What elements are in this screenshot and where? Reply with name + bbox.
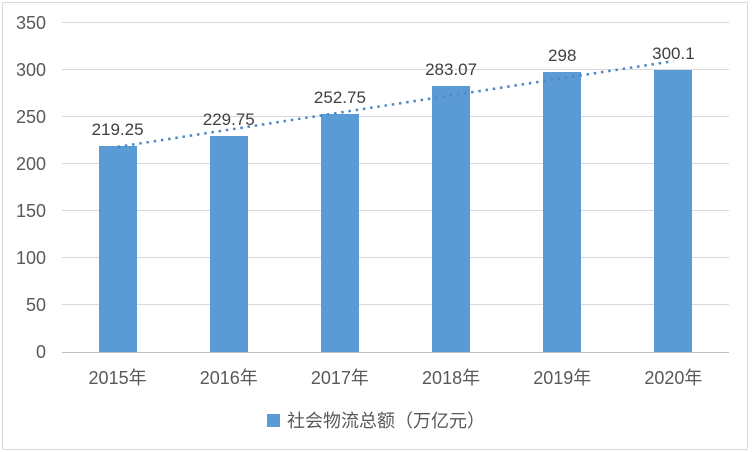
bar-value-label: 300.1 <box>652 43 695 63</box>
bar <box>543 71 582 352</box>
y-tick-label: 300 <box>15 60 46 80</box>
bar-value-label: 298 <box>548 45 577 65</box>
gridline <box>62 22 729 23</box>
trendline-layer <box>117 59 674 149</box>
gridline <box>62 257 729 258</box>
legend: 社会物流总额（万亿元） <box>0 407 752 433</box>
bar <box>654 69 693 352</box>
gridline <box>62 116 729 117</box>
gridline <box>62 69 729 70</box>
y-tick-label: 0 <box>35 342 46 362</box>
bar <box>320 114 359 352</box>
x-tick-label: 2020年 <box>644 368 703 388</box>
legend-swatch-icon <box>267 413 280 427</box>
bar-value-label: 283.07 <box>425 59 478 79</box>
bar <box>98 145 137 352</box>
bar-value-label: 229.75 <box>202 110 255 130</box>
y-tick-label: 250 <box>15 107 46 127</box>
y-tick-label: 50 <box>25 295 46 315</box>
x-tick-label: 2018年 <box>422 368 481 388</box>
bar-value-label: 252.75 <box>313 88 366 108</box>
x-tick-label: 2016年 <box>199 368 258 388</box>
x-tick-label: 2017年 <box>310 368 369 388</box>
x-tick-label: 2019年 <box>533 368 592 388</box>
bar <box>209 136 248 352</box>
plot-area: 219.25 229.75 252.75 283.07 298 300.1 <box>62 22 729 353</box>
trendline <box>117 59 674 149</box>
x-tick-label: 2015年 <box>88 368 147 388</box>
gridline <box>62 304 729 305</box>
bar-value-label: 219.25 <box>91 119 144 139</box>
bar <box>432 85 471 352</box>
legend-label: 社会物流总额（万亿元） <box>287 411 485 431</box>
x-axis-line <box>62 352 729 353</box>
y-tick-label: 100 <box>15 248 46 268</box>
y-tick-label: 350 <box>15 13 46 33</box>
gridline <box>62 210 729 211</box>
y-tick-label: 150 <box>15 201 46 221</box>
gridline <box>62 163 729 164</box>
y-tick-label: 200 <box>15 154 46 174</box>
